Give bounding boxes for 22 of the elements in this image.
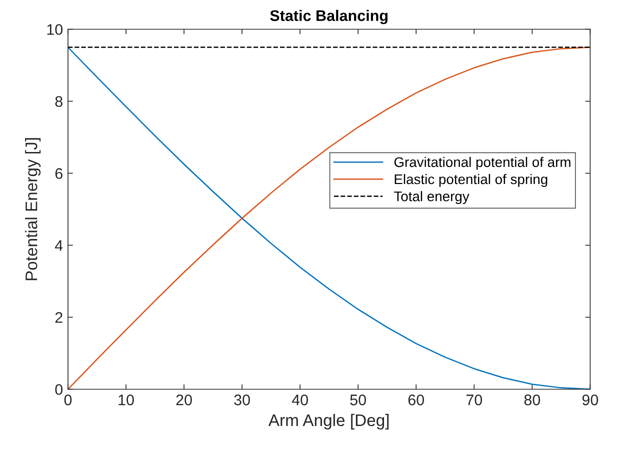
y-tick-label: 8 (55, 96, 62, 107)
x-tick-label: 30 (234, 394, 250, 406)
chart-title: Static Balancing (270, 10, 388, 24)
y-tick-label: 10 (47, 24, 63, 35)
x-tick-label: 90 (582, 394, 598, 406)
x-tick-label: 20 (176, 394, 192, 406)
y-tick-label: 6 (55, 168, 62, 179)
y-tick-label: 0 (55, 384, 63, 395)
legend-label: Total energy (394, 191, 470, 204)
x-tick-label: 70 (466, 394, 482, 406)
x-tick-label: 10 (118, 394, 134, 406)
x-tick-label: 50 (350, 394, 366, 406)
x-tick-label: 80 (524, 394, 540, 406)
x-tick-label: 40 (292, 394, 308, 406)
y-tick-label: 2 (55, 312, 62, 323)
y-axis-title: Potential Energy [J] (25, 138, 41, 280)
legend-label: Elastic potential of spring (394, 174, 548, 187)
x-tick-label: 60 (408, 394, 424, 406)
x-tick-label: 0 (64, 394, 72, 406)
y-tick-label: 4 (54, 240, 63, 251)
x-axis-title: Arm Angle [Deg] (268, 414, 389, 430)
legend-label: Gravitational potential of arm (394, 156, 570, 170)
